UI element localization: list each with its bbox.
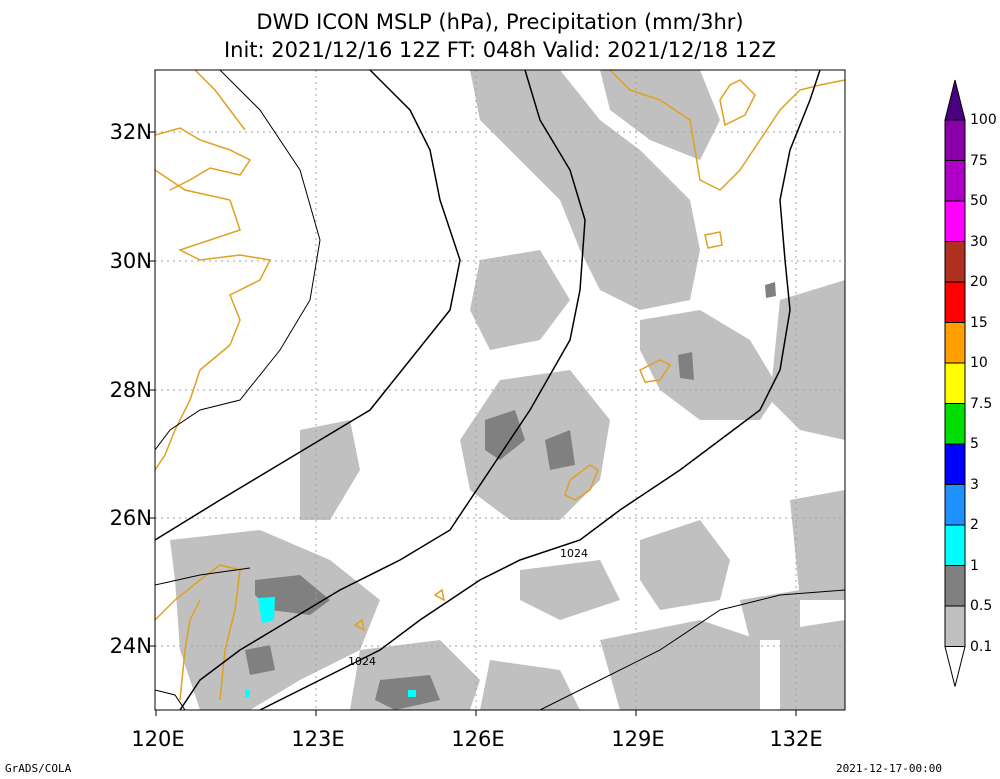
y-tick-label: 32N (109, 120, 152, 144)
map-plot-area: 1024 1024 (155, 70, 845, 710)
axis-ticks (149, 131, 797, 716)
colorbar-level-label: 20 (970, 274, 988, 290)
colorbar-level-label: 10 (970, 355, 988, 371)
colorbar-level-label: 0.5 (970, 598, 993, 614)
colorbar-swatch (944, 605, 966, 647)
colorbar-swatch (944, 484, 966, 526)
footer-credit: GrADS/COLA (5, 762, 72, 775)
y-tick-label: 26N (109, 506, 152, 530)
y-tick-label: 30N (109, 249, 152, 273)
colorbar-swatch (944, 119, 966, 161)
colorbar-level-label: 0.1 (970, 638, 993, 655)
colorbar-swatch (944, 200, 966, 242)
precip-colorbar (944, 79, 966, 687)
colorbar-level-label: 100 (970, 112, 997, 128)
colorbar-level-label: 1 (970, 557, 979, 574)
x-tick-label: 129E (611, 727, 665, 751)
colorbar-top-triangle (944, 79, 966, 121)
x-tick-label: 123E (291, 727, 345, 751)
coastlines (155, 70, 845, 701)
map-title: DWD ICON MSLP (hPa), Precipitation (mm/3… (256, 10, 744, 34)
colorbar-swatch (944, 322, 966, 364)
colorbar-swatch (944, 281, 966, 323)
colorbar-level-label: 5 (970, 436, 979, 452)
colorbar-level-label: 7.5 (970, 395, 993, 412)
colorbar-swatch (944, 565, 966, 607)
x-tick-label: 120E (131, 727, 185, 751)
isobar-label: 1024 (348, 655, 376, 668)
colorbar-swatch (944, 524, 966, 566)
colorbar-level-label: 75 (970, 152, 988, 169)
isobars (155, 70, 845, 710)
colorbar-swatch (944, 362, 966, 404)
colorbar-level-label: 3 (970, 476, 979, 493)
footer-timestamp: 2021-12-17-00:00 (836, 762, 942, 775)
x-tick-label: 132E (769, 727, 823, 751)
colorbar-swatch (944, 403, 966, 445)
isobar-label: 1024 (560, 547, 588, 560)
y-tick-label: 28N (109, 378, 152, 402)
colorbar-swatch (944, 160, 966, 202)
x-tick-label: 126E (451, 727, 505, 751)
colorbar-level-label: 2 (970, 517, 979, 533)
precip-mid-areas (245, 282, 776, 710)
colorbar-level-label: 15 (970, 314, 988, 331)
precip-heavy-areas (245, 597, 416, 697)
colorbar-level-label: 50 (970, 193, 988, 209)
colorbar-level-label: 30 (970, 233, 988, 250)
y-tick-label: 24N (109, 634, 152, 658)
map-subtitle: Init: 2021/12/16 12Z FT: 048h Valid: 202… (223, 38, 777, 62)
colorbar-bottom-triangle (944, 646, 966, 687)
colorbar-swatch (944, 443, 966, 485)
colorbar-swatch (944, 241, 966, 283)
